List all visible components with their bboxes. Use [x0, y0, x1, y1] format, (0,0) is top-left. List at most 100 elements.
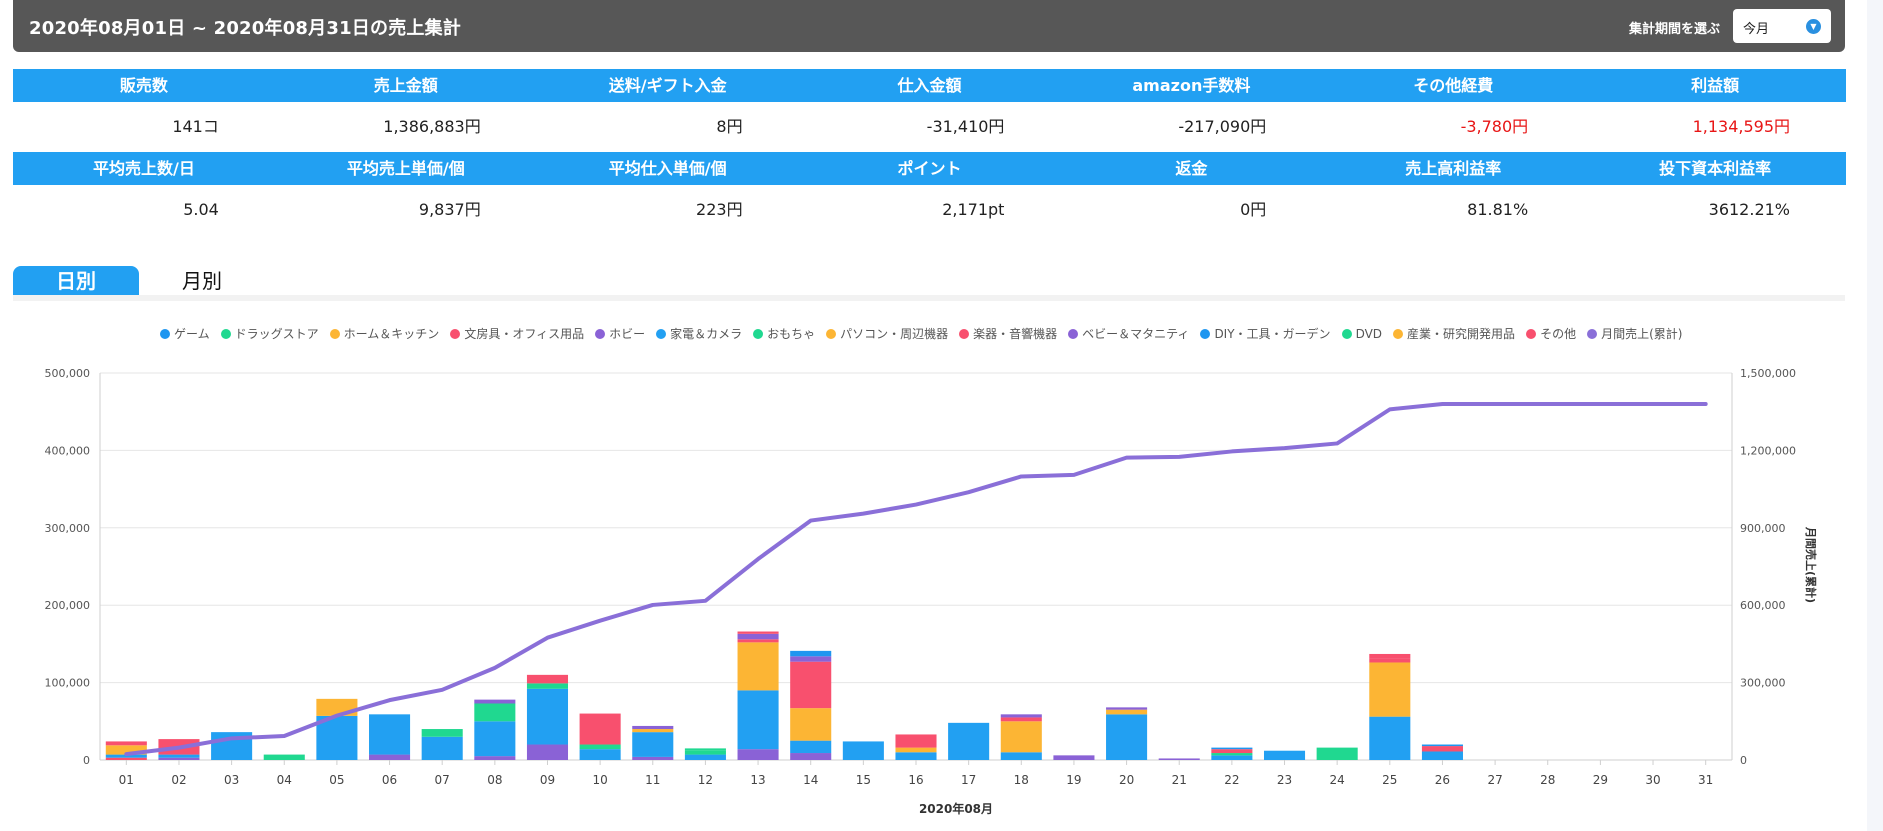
bar-segment — [737, 633, 779, 640]
stat-value: 1,134,595円 — [1692, 117, 1791, 136]
legend-item[interactable]: ホーム＆キッチン — [329, 325, 439, 342]
stats-header-row: 販売数 売上金額 送料/ギフト入金 仕入金額 amazon手数料 その他経費 利… — [13, 69, 1846, 102]
bar-segment — [1211, 753, 1253, 756]
tab-daily[interactable]: 日別 — [13, 266, 139, 296]
stat-value: 9,837円 — [418, 200, 481, 219]
y-tick-label-left: 0 — [83, 754, 90, 767]
stat-value: 0円 — [1240, 200, 1267, 219]
legend-label: ベビー＆マタニティ — [1082, 327, 1190, 341]
bar-segment — [790, 656, 832, 662]
period-select[interactable]: 今月 ▼ — [1733, 9, 1831, 43]
bar-segment — [1421, 744, 1463, 747]
legend-item[interactable]: おもちゃ — [753, 325, 815, 342]
stats-table-row1: 販売数 売上金額 送料/ギフト入金 仕入金額 amazon手数料 その他経費 利… — [13, 69, 1846, 152]
legend-label: 楽器・音響機器 — [973, 327, 1058, 341]
stats-value-row: 5.04 9,837円 223円 2,171pt 0円 81.81% 3612.… — [13, 185, 1846, 235]
x-tick-label: 13 — [750, 773, 765, 787]
x-tick-label: 21 — [1172, 773, 1187, 787]
stat-value: -31,410円 — [926, 117, 1005, 136]
bar-segment — [1000, 721, 1042, 753]
bar-segment — [1421, 746, 1463, 752]
bar-segment — [790, 650, 832, 657]
bar-segment — [684, 750, 726, 755]
tab-monthly[interactable]: 月別 — [182, 269, 222, 293]
legend-dot-icon — [160, 328, 170, 339]
legend-label: DIY・工具・ガーデン — [1214, 327, 1331, 341]
legend-item[interactable]: 家電＆カメラ — [656, 325, 742, 342]
x-axis-title: 2020年08月 — [919, 801, 993, 816]
x-tick-label: 25 — [1382, 773, 1397, 787]
legend-dot-icon — [826, 328, 837, 339]
bar-segment — [737, 642, 779, 691]
bar-segment — [737, 690, 779, 750]
legend-item[interactable]: ホビー — [595, 325, 645, 342]
chevron-down-icon: ▼ — [1806, 19, 1821, 34]
legend-dot-icon — [1587, 328, 1598, 339]
legend-item[interactable]: 楽器・音響機器 — [959, 325, 1057, 342]
legend-label: DVD — [1355, 326, 1383, 341]
bar-segment — [1369, 716, 1411, 760]
x-tick-label: 19 — [1066, 773, 1081, 787]
stat-header: 売上金額 — [373, 76, 438, 95]
chart-legend: ゲーム ドラッグストア ホーム＆キッチン 文房具・オフィス用品 ホビー 家電＆カメラ おもち… — [160, 325, 1693, 342]
scrollbar-track[interactable] — [1867, 0, 1883, 831]
legend-label: その他 — [1540, 327, 1577, 341]
bar-segment — [1369, 658, 1411, 663]
stat-value: 223円 — [696, 200, 743, 219]
x-tick-label: 05 — [329, 773, 344, 787]
bar-segment — [895, 734, 937, 748]
x-tick-label: 22 — [1224, 773, 1239, 787]
bar-segment — [842, 741, 884, 760]
x-tick-label: 29 — [1593, 773, 1608, 787]
stats-header-row: 平均売上数/日 平均売上単価/個 平均仕入単価/個 ポイント 返金 売上高利益率… — [13, 152, 1846, 185]
legend-label: 文房具・オフィス用品 — [464, 327, 585, 341]
bar-segment — [790, 753, 832, 760]
stat-value: -3,780円 — [1460, 117, 1529, 136]
bar-segment — [158, 754, 200, 758]
legend-item[interactable]: ドラッグストア — [220, 325, 319, 342]
x-tick-label: 27 — [1487, 773, 1502, 787]
stat-header: 返金 — [1175, 159, 1208, 178]
x-tick-label: 06 — [382, 773, 397, 787]
x-tick-label: 16 — [908, 773, 923, 787]
bar-segment — [369, 754, 411, 760]
bar-segment — [1316, 747, 1358, 760]
legend-item[interactable]: 産業・研究開発用品 — [1393, 325, 1515, 342]
period-select-value: 今月 — [1743, 22, 1770, 37]
legend-item[interactable]: ゲーム — [160, 325, 210, 342]
stats-table-row2: 平均売上数/日 平均売上単価/個 平均仕入単価/個 ポイント 返金 売上高利益率… — [13, 152, 1846, 235]
bar-segment — [421, 729, 463, 737]
legend-item[interactable]: DIY・工具・ガーデン — [1200, 325, 1331, 342]
y-tick-label-right: 1,200,000 — [1740, 444, 1796, 457]
legend-dot-icon — [1341, 328, 1352, 339]
legend-item[interactable]: 月間売上(累計) — [1587, 325, 1682, 342]
legend-dot-icon — [329, 328, 340, 339]
bar-segment — [790, 708, 832, 741]
sales-chart: 0100,000200,000300,000400,000500,0000300… — [45, 367, 1819, 816]
bar-segment — [474, 699, 516, 704]
bar-segment — [263, 754, 305, 760]
bar-segment — [105, 745, 147, 755]
bar-segment — [1000, 714, 1042, 718]
legend-item[interactable]: ベビー＆マタニティ — [1068, 325, 1189, 342]
bar-segment — [105, 754, 147, 758]
x-tick-label: 24 — [1330, 773, 1345, 787]
legend-item[interactable]: DVD — [1341, 325, 1383, 342]
x-tick-label: 09 — [540, 773, 555, 787]
stat-header: その他経費 — [1413, 76, 1494, 95]
bar-segment — [632, 732, 674, 757]
bar-segment — [1106, 714, 1148, 760]
bar-segment — [474, 703, 516, 722]
bar-segment — [1369, 662, 1411, 717]
x-tick-label: 28 — [1540, 773, 1555, 787]
legend-item[interactable]: その他 — [1526, 325, 1576, 342]
bar-segment — [737, 749, 779, 760]
legend-item[interactable]: パソコン・周辺機器 — [826, 325, 948, 342]
bar-segment — [526, 683, 569, 689]
x-tick-label: 18 — [1014, 773, 1029, 787]
legend-item[interactable]: 文房具・オフィス用品 — [450, 325, 584, 342]
bar-segment — [1263, 750, 1306, 760]
x-tick-label: 20 — [1119, 773, 1134, 787]
bar-segment — [1211, 755, 1253, 760]
y-tick-label-right: 600,000 — [1740, 599, 1786, 612]
